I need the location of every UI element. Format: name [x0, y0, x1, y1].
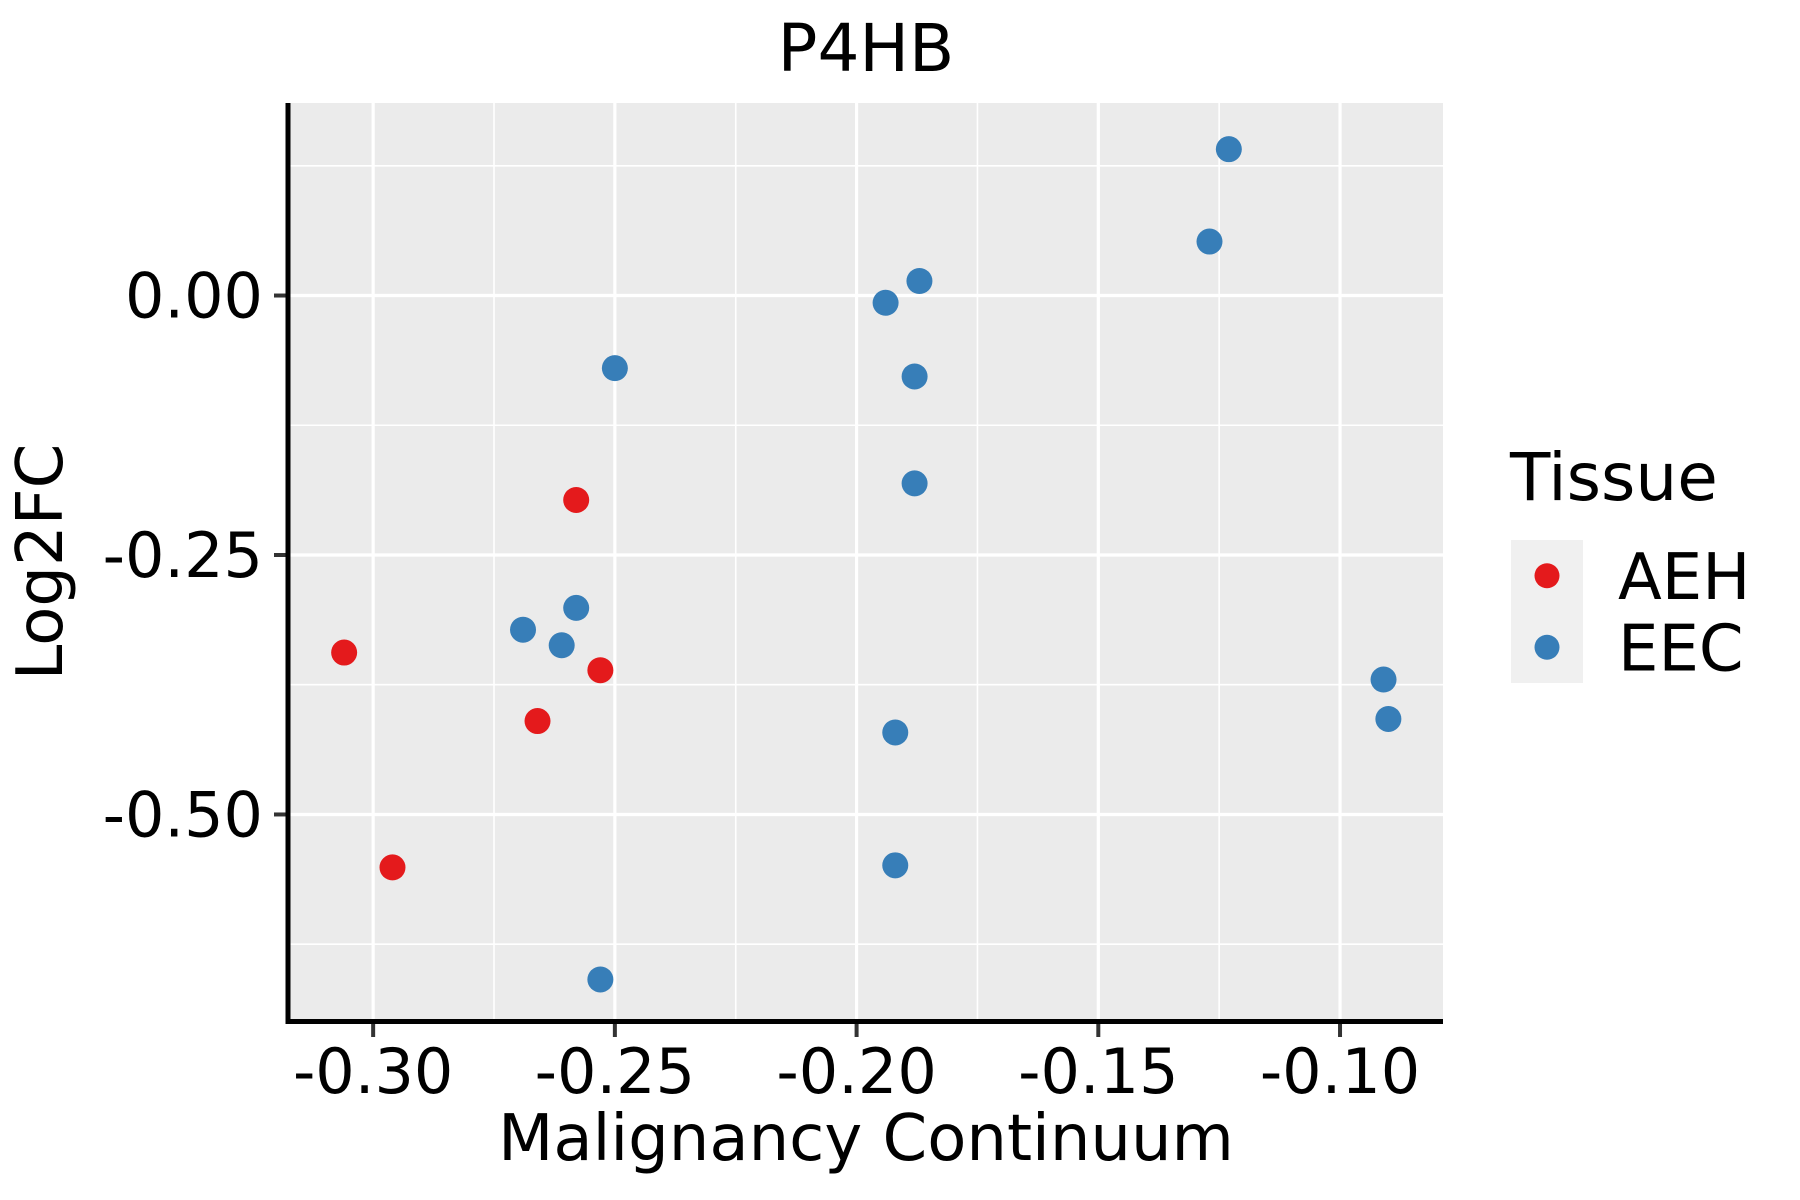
x-tick-label: -0.20 [776, 1035, 936, 1108]
x-tick-label: -0.25 [535, 1035, 695, 1108]
data-point-eec [906, 267, 933, 294]
data-point-eec [1375, 705, 1402, 732]
x-tick-label: -0.15 [1018, 1035, 1178, 1108]
y-tick-label: -0.50 [103, 778, 263, 851]
legend-swatch-aeh [1534, 563, 1560, 589]
tick-labels: -0.30 -0.25 -0.20 -0.15 -0.10 0.00 -0.25 -0.50 [103, 260, 1421, 1108]
data-point-aeh [524, 708, 551, 735]
legend-title: Tissue [1509, 439, 1718, 516]
y-axis-title: Log2FC [4, 444, 78, 681]
data-point-eec [1196, 228, 1223, 255]
data-point-aeh [331, 639, 358, 666]
data-point-eec [548, 632, 575, 659]
data-point-eec [510, 616, 537, 643]
data-point-eec [1370, 666, 1397, 693]
data-point-aeh [379, 854, 406, 881]
data-point-eec [872, 289, 899, 316]
legend-key-background [1511, 540, 1583, 683]
plot-panel [290, 103, 1443, 1021]
y-tick-label: -0.25 [103, 519, 263, 592]
data-points [331, 136, 1402, 993]
data-point-aeh [563, 486, 590, 513]
data-point-eec [1215, 136, 1242, 163]
legend-label-eec: EEC [1618, 612, 1744, 686]
x-tick-label: -0.10 [1260, 1035, 1420, 1108]
data-point-eec [882, 719, 909, 746]
x-axis-title: Malignancy Continuum [498, 1102, 1234, 1176]
x-tick-label: -0.30 [293, 1035, 453, 1108]
legend-swatch-eec [1534, 634, 1560, 660]
data-point-eec [882, 852, 909, 879]
y-tick-label: 0.00 [125, 260, 263, 333]
axis-lines [285, 103, 1443, 1024]
data-point-eec [901, 470, 928, 497]
data-point-eec [563, 594, 590, 621]
data-point-eec [587, 966, 614, 993]
legend-label-aeh: AEH [1618, 541, 1750, 615]
gridlines [290, 103, 1443, 1021]
data-point-aeh [587, 657, 614, 684]
data-point-eec [601, 355, 628, 382]
plot-title: P4HB [778, 10, 955, 87]
data-point-eec [901, 363, 928, 390]
